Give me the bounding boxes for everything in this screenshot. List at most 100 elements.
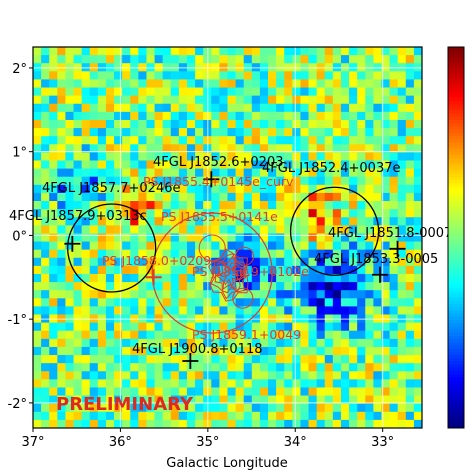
map-pixel — [324, 184, 334, 194]
map-pixel — [154, 306, 164, 315]
map-pixel — [219, 330, 228, 340]
y-tick-label: 1° — [12, 146, 27, 161]
map-pixel — [219, 176, 228, 186]
map-pixel — [162, 387, 172, 396]
map-pixel — [105, 217, 115, 226]
map-pixel — [389, 136, 399, 145]
map-pixel — [138, 71, 147, 80]
map-pixel — [186, 225, 196, 234]
map-pixel — [405, 176, 415, 186]
map-pixel — [268, 338, 277, 348]
map-pixel — [284, 387, 293, 396]
map-pixel — [146, 395, 155, 405]
map-pixel — [284, 201, 293, 210]
map-pixel — [397, 152, 407, 161]
map-pixel — [259, 338, 269, 348]
map-pixel — [73, 265, 83, 275]
map-pixel — [154, 419, 164, 429]
colorbar-segment — [448, 234, 464, 238]
map-pixel — [349, 225, 358, 234]
map-pixel — [405, 355, 415, 364]
map-pixel — [405, 201, 415, 210]
map-pixel — [89, 265, 99, 275]
map-pixel — [162, 282, 172, 291]
map-pixel — [105, 168, 115, 178]
map-pixel — [105, 233, 115, 242]
map-pixel — [65, 355, 74, 364]
map-pixel — [349, 306, 358, 315]
map-pixel — [373, 47, 382, 56]
map-pixel — [259, 128, 269, 137]
map-pixel — [349, 290, 358, 299]
map-pixel — [340, 265, 350, 275]
map-pixel — [97, 103, 107, 113]
map-pixel — [332, 257, 342, 267]
map-pixel — [170, 322, 180, 332]
map-pixel — [316, 257, 326, 267]
map-pixel — [65, 79, 74, 88]
map-pixel — [81, 87, 91, 97]
map-pixel — [373, 79, 382, 88]
map-pixel — [324, 355, 334, 364]
map-pixel — [316, 355, 326, 364]
map-pixel — [154, 379, 164, 388]
extended-source-circle — [289, 186, 380, 276]
map-pixel — [122, 273, 131, 283]
map-pixel — [186, 257, 196, 267]
map-pixel — [130, 387, 139, 396]
map-pixel — [170, 290, 180, 299]
map-pixel — [389, 290, 399, 299]
map-pixel — [373, 184, 382, 194]
map-pixel — [405, 403, 415, 413]
map-pixel — [105, 395, 115, 405]
map-pixel — [268, 363, 277, 372]
map-pixel — [146, 355, 155, 364]
map-pixel — [170, 217, 180, 226]
map-pixel — [73, 233, 83, 242]
map-pixel — [316, 363, 326, 372]
colorbar-segment — [448, 158, 464, 162]
map-pixel — [162, 371, 172, 380]
map-pixel — [81, 411, 91, 421]
map-pixel — [381, 249, 390, 259]
map-pixel — [154, 411, 164, 421]
map-pixel — [284, 225, 293, 234]
map-pixel — [105, 152, 115, 161]
map-pixel — [251, 265, 261, 275]
map-pixel — [365, 306, 374, 315]
map-pixel — [57, 136, 66, 145]
map-pixel — [219, 419, 228, 429]
map-pixel — [178, 47, 188, 56]
map-pixel — [211, 249, 220, 259]
map-pixel — [300, 168, 309, 178]
map-pixel — [405, 419, 415, 429]
map-pixel — [324, 298, 334, 307]
contour-line — [215, 261, 244, 291]
map-pixel — [397, 290, 407, 299]
map-pixel — [397, 298, 407, 307]
colorbar-segment — [448, 100, 464, 105]
map-pixel — [324, 128, 334, 137]
map-pixel — [41, 403, 50, 413]
map-pixel — [81, 306, 91, 315]
map-pixel — [332, 290, 342, 299]
map-pixel — [178, 322, 188, 332]
map-pixel — [292, 168, 301, 178]
map-pixel — [300, 241, 309, 251]
map-pixel — [381, 282, 390, 291]
colorbar-segment — [448, 116, 464, 121]
map-pixel — [365, 233, 374, 242]
map-pixel — [178, 330, 188, 340]
map-pixel — [397, 282, 407, 291]
map-pixel — [81, 209, 91, 218]
map-pixel — [397, 201, 407, 210]
map-pixel — [365, 379, 374, 388]
map-pixel — [138, 103, 147, 113]
map-pixel — [340, 387, 350, 396]
map-pixel — [397, 241, 407, 251]
map-pixel — [162, 233, 172, 242]
map-pixel — [292, 346, 301, 356]
colorbar-segment — [448, 72, 464, 77]
map-pixel — [219, 387, 228, 396]
map-pixel — [365, 111, 374, 121]
